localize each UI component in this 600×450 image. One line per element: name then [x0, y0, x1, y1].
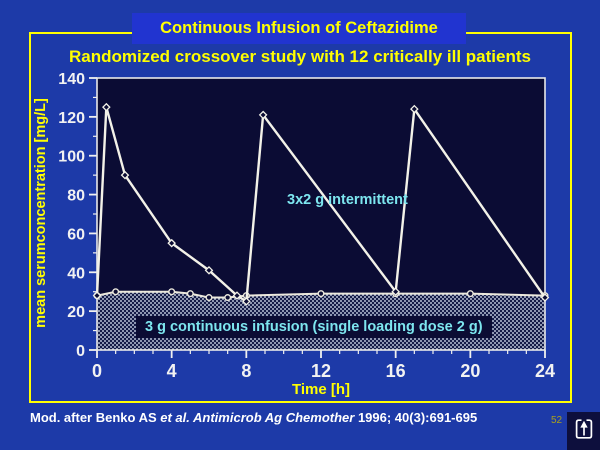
series-label-intermittent: 3x2 g intermittent — [287, 192, 408, 208]
svg-text:0: 0 — [92, 361, 102, 381]
svg-text:80: 80 — [67, 188, 85, 205]
svg-text:140: 140 — [58, 71, 85, 88]
svg-text:40: 40 — [67, 265, 85, 282]
svg-text:24: 24 — [535, 361, 555, 381]
svg-text:120: 120 — [58, 110, 85, 127]
citation-suffix: 1996; 40(3):691-695 — [354, 410, 478, 425]
svg-text:0: 0 — [76, 343, 85, 360]
page-number: 52 — [551, 415, 563, 426]
series-label-continuous-infusion: 3 g continuous infusion (single loading … — [136, 316, 492, 338]
citation-prefix: Mod. after Benko AS — [30, 410, 161, 425]
x-axis-title: Time [h] — [291, 381, 351, 398]
return-nav-button[interactable] — [567, 412, 600, 450]
svg-text:8: 8 — [241, 361, 251, 381]
slide-title: Continuous Infusion of Ceftazidime — [132, 13, 466, 44]
svg-text:100: 100 — [58, 149, 85, 166]
y-axis-title: mean serumconcentration [mg/L] — [33, 98, 49, 328]
svg-text:16: 16 — [386, 361, 406, 381]
citation-journal: et al. Antimicrob Ag Chemother — [160, 410, 355, 425]
svg-text:20: 20 — [460, 361, 480, 381]
svg-text:12: 12 — [311, 361, 331, 381]
slide-subtitle: Randomized crossover study with 12 criti… — [69, 47, 531, 66]
return-up-icon — [574, 418, 594, 445]
svg-text:60: 60 — [67, 226, 85, 243]
citation-text: Mod. after Benko AS et al. Antimicrob Ag… — [30, 410, 477, 425]
svg-text:4: 4 — [167, 361, 177, 381]
svg-text:20: 20 — [67, 304, 85, 321]
